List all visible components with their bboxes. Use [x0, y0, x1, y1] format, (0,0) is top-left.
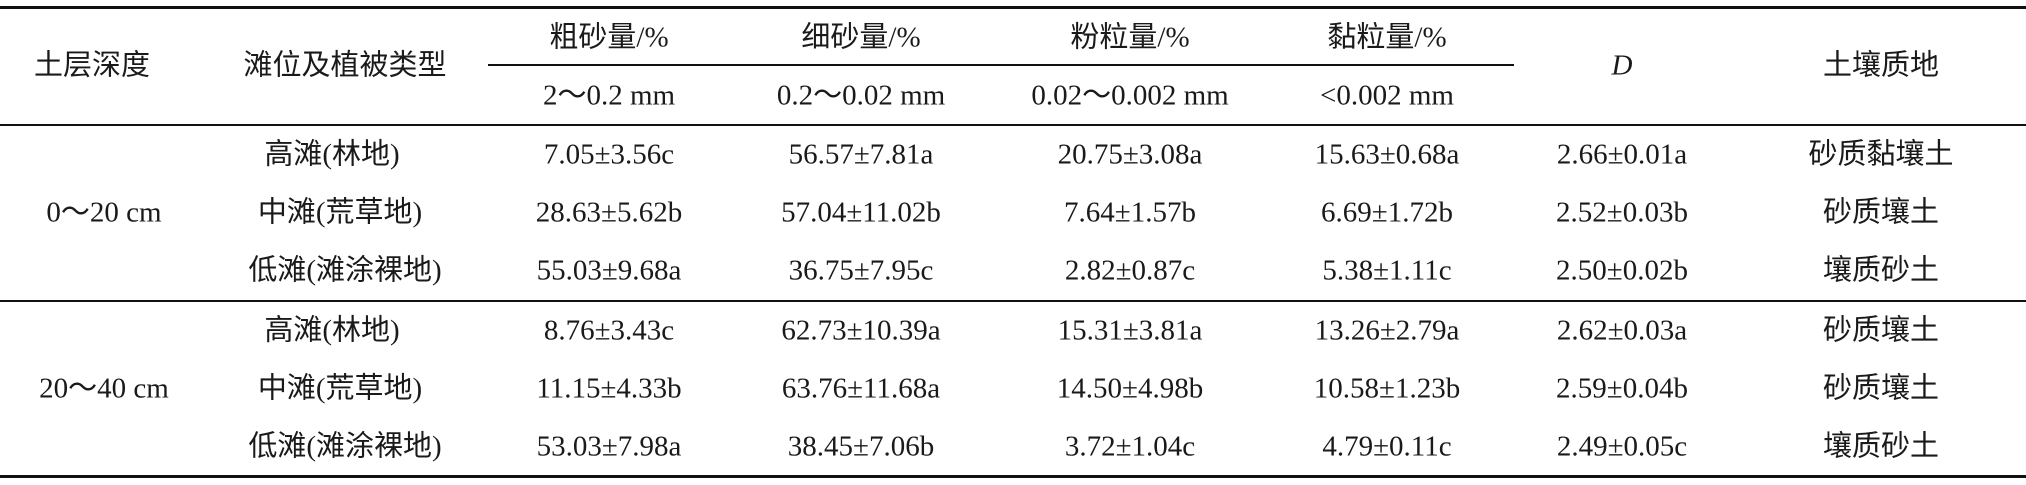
header-silt: 粉粒量/% [1070, 21, 1190, 54]
header-fine: 细砂量/% [801, 21, 921, 54]
row-texture: 壤质砂土 [1822, 430, 1940, 463]
row-texture: 砂质壤土 [1822, 372, 1940, 405]
header-clay-range: <0.002 mm [1320, 79, 1454, 112]
row-coarse: 8.76±3.43c [543, 314, 675, 347]
row-position: 低滩(滩涂裸地) [248, 430, 442, 463]
header-coarse: 粗砂量/% [549, 21, 669, 54]
row-silt: 3.72±1.04c [1064, 430, 1196, 463]
row-fine: 38.45±7.06b [787, 430, 935, 463]
header-depth: 土层深度 [33, 49, 151, 82]
row-texture: 壤质砂土 [1822, 254, 1940, 287]
row-clay: 4.79±0.11c [1322, 430, 1452, 463]
group-depth: 0～20 cm [46, 196, 162, 229]
row-texture: 砂质黏壤土 [1808, 138, 1954, 171]
header-bottom-rule [0, 124, 2026, 126]
group-divider-rule [0, 300, 2026, 302]
row-clay: 5.38±1.11c [1322, 254, 1452, 287]
row-fine: 62.73±10.39a [781, 314, 941, 347]
header-d: D [1611, 49, 1633, 82]
row-coarse: 53.03±7.98a [536, 430, 682, 463]
row-d: 2.59±0.04b [1556, 372, 1688, 405]
row-coarse: 28.63±5.62b [535, 196, 683, 229]
row-position: 中滩(荒草地) [257, 196, 423, 229]
row-d: 2.66±0.01a [1556, 138, 1688, 171]
row-clay: 6.69±1.72b [1321, 196, 1453, 229]
header-sub-rule [488, 64, 1514, 66]
row-d: 2.62±0.03a [1556, 314, 1688, 347]
header-fine-range: 0.2～0.02 mm [776, 79, 946, 112]
row-silt: 7.64±1.57b [1064, 196, 1196, 229]
row-silt: 15.31±3.81a [1057, 314, 1203, 347]
header-position: 滩位及植被类型 [243, 49, 447, 82]
header-clay: 黏粒量/% [1327, 21, 1447, 54]
row-silt: 20.75±3.08a [1057, 138, 1203, 171]
row-clay: 13.26±2.79a [1314, 314, 1460, 347]
row-texture: 砂质壤土 [1822, 314, 1940, 347]
row-position: 高滩(林地) [264, 314, 400, 347]
row-fine: 63.76±11.68a [781, 372, 941, 405]
group-depth: 20～40 cm [39, 372, 169, 405]
row-texture: 砂质壤土 [1822, 196, 1940, 229]
row-position: 高滩(林地) [264, 138, 400, 171]
row-coarse: 11.15±4.33b [536, 372, 682, 405]
row-position: 中滩(荒草地) [257, 372, 423, 405]
row-clay: 15.63±0.68a [1314, 138, 1460, 171]
top-rule [0, 6, 2026, 9]
header-coarse-range: 2～0.2 mm [542, 79, 676, 112]
row-fine: 57.04±11.02b [781, 196, 941, 229]
row-position: 低滩(滩涂裸地) [248, 254, 442, 287]
row-clay: 10.58±1.23b [1313, 372, 1461, 405]
row-d: 2.50±0.02b [1556, 254, 1688, 287]
row-d: 2.49±0.05c [1556, 430, 1688, 463]
header-texture: 土壤质地 [1822, 49, 1940, 82]
bottom-rule [0, 475, 2026, 478]
row-silt: 14.50±4.98b [1056, 372, 1204, 405]
header-silt-range: 0.02～0.002 mm [1031, 79, 1229, 112]
row-silt: 2.82±0.87c [1064, 254, 1196, 287]
row-d: 2.52±0.03b [1556, 196, 1688, 229]
row-coarse: 55.03±9.68a [536, 254, 682, 287]
row-fine: 56.57±7.81a [788, 138, 934, 171]
row-fine: 36.75±7.95c [788, 254, 934, 287]
row-coarse: 7.05±3.56c [543, 138, 675, 171]
